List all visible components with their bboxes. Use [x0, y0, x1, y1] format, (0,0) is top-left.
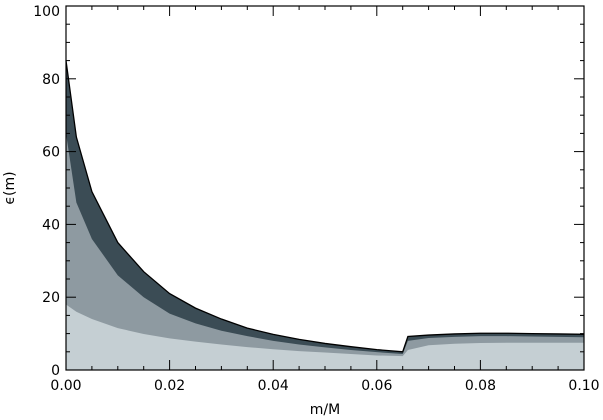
axis-ticks [65, 5, 585, 371]
y-tick-label: 60 [42, 145, 60, 161]
x-tick-label: 0.04 [258, 378, 289, 394]
x-tick-label: 0.00 [50, 378, 81, 394]
y-tick-label: 40 [42, 217, 60, 233]
area-layer-3 [66, 304, 584, 370]
y-axis-label: ϵ(m) [2, 171, 18, 204]
y-tick-labels: 0 20 40 60 80 100 [33, 4, 60, 379]
x-tick-label: 0.06 [361, 378, 392, 394]
x-axis-label: m/M [310, 402, 340, 418]
x-tick-labels: 0.00 0.02 0.04 0.06 0.08 0.10 [50, 378, 599, 394]
x-tick-label: 0.08 [465, 378, 496, 394]
y-tick-label: 80 [42, 72, 60, 88]
y-tick-label: 20 [42, 290, 60, 306]
y-tick-label: 0 [51, 363, 60, 379]
x-tick-label: 0.02 [154, 378, 185, 394]
area-layers [66, 60, 584, 370]
x-tick-label: 0.10 [568, 378, 599, 394]
y-tick-label: 100 [33, 4, 60, 20]
upper-curve [65, 60, 585, 353]
upper-curve-line [65, 60, 585, 353]
